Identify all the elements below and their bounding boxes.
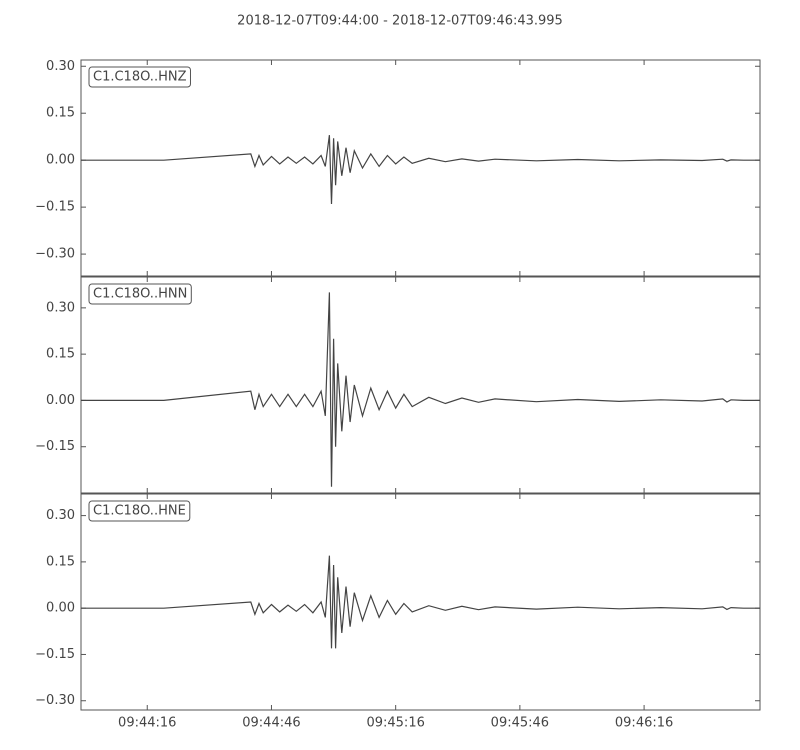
x-tick-label: 09:44:46: [242, 716, 300, 731]
trace-label-box: [88, 283, 192, 305]
y-tick-label: −0.15: [35, 647, 75, 662]
x-tick-label: 09:44:16: [118, 716, 176, 731]
y-tick-label: −0.30: [35, 693, 75, 708]
x-tick-label: 09:45:16: [366, 716, 424, 731]
trace-label: C1.C18O..HNN: [93, 287, 187, 302]
y-tick-label: 0.15: [46, 554, 75, 569]
trace-label: C1.C18O..HNZ: [93, 70, 187, 85]
trace-label-box: [88, 66, 191, 88]
y-tick-label: 0.15: [46, 347, 75, 362]
y-tick-label: 0.30: [46, 300, 75, 315]
waveform: [81, 555, 760, 649]
y-tick-label: 0.30: [46, 59, 75, 74]
x-tick-label: 09:46:16: [615, 716, 673, 731]
y-tick-label: −0.15: [35, 439, 75, 454]
y-tick-label: 0.30: [46, 508, 75, 523]
y-tick-label: 0.00: [46, 153, 75, 168]
x-tick-label: 09:45:46: [491, 716, 549, 731]
trace-label-box: [88, 500, 191, 522]
waveform: [81, 292, 760, 487]
waveform: [81, 135, 760, 205]
y-tick-label: 0.00: [46, 601, 75, 616]
y-tick-label: 0.15: [46, 106, 75, 121]
trace-label: C1.C18O..HNE: [93, 504, 186, 519]
figure-title: 2018-12-07T09:44:00 - 2018-12-07T09:46:4…: [237, 14, 563, 29]
y-tick-label: 0.00: [46, 393, 75, 408]
panel-frame: [80, 276, 761, 494]
y-tick-label: −0.30: [35, 247, 75, 262]
panel-frame: [80, 493, 761, 711]
panel-frame: [80, 59, 761, 277]
y-tick-label: −0.15: [35, 200, 75, 215]
